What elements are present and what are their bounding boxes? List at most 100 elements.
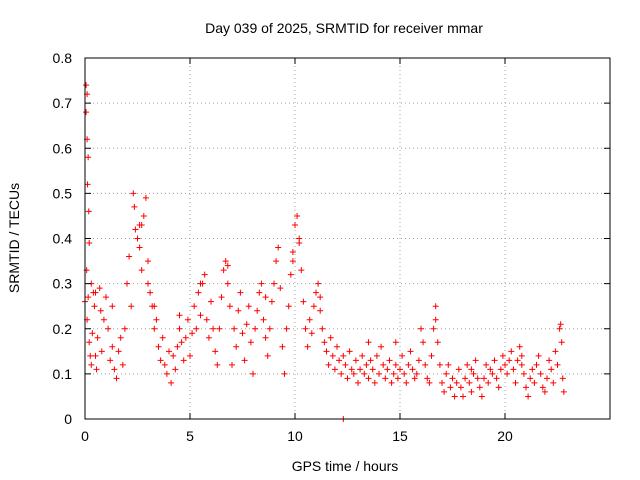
data-point bbox=[268, 298, 275, 305]
data-point bbox=[556, 325, 563, 332]
data-point bbox=[298, 267, 305, 274]
data-point bbox=[151, 303, 158, 310]
data-point bbox=[254, 307, 261, 314]
data-point bbox=[205, 334, 212, 341]
data-point bbox=[535, 352, 542, 359]
data-point bbox=[145, 280, 151, 287]
data-point bbox=[504, 370, 511, 377]
data-point bbox=[174, 343, 181, 350]
data-point bbox=[279, 343, 286, 350]
data-point bbox=[195, 289, 202, 296]
data-point bbox=[334, 343, 340, 350]
data-point bbox=[176, 312, 183, 319]
data-point bbox=[91, 303, 98, 310]
data-point bbox=[264, 352, 271, 359]
data-point bbox=[520, 370, 527, 377]
data-point bbox=[252, 325, 259, 332]
y-tick-label: 0.2 bbox=[53, 321, 73, 337]
data-point bbox=[172, 366, 179, 373]
data-point bbox=[449, 375, 456, 382]
data-point bbox=[468, 388, 475, 395]
data-point bbox=[491, 357, 498, 364]
data-point bbox=[405, 361, 412, 368]
data-point bbox=[233, 343, 240, 350]
data-point bbox=[258, 280, 265, 287]
data-point bbox=[283, 325, 290, 332]
y-axis-label: SRMTID / TECUs bbox=[6, 183, 22, 293]
data-point bbox=[489, 370, 496, 377]
data-point bbox=[464, 361, 471, 368]
data-point bbox=[559, 375, 566, 382]
data-point bbox=[105, 325, 112, 332]
data-point bbox=[552, 348, 559, 355]
data-point bbox=[468, 366, 475, 373]
data-point bbox=[176, 325, 183, 332]
data-point bbox=[115, 348, 122, 355]
data-point bbox=[411, 375, 418, 382]
data-point bbox=[453, 379, 460, 386]
data-point bbox=[161, 361, 168, 368]
data-point bbox=[426, 379, 433, 386]
data-point bbox=[100, 316, 107, 323]
data-point bbox=[304, 343, 311, 350]
data-point bbox=[315, 280, 322, 287]
data-point bbox=[539, 384, 546, 391]
data-point bbox=[92, 289, 99, 296]
data-point bbox=[502, 361, 508, 368]
data-point bbox=[363, 361, 370, 368]
data-point bbox=[281, 370, 288, 377]
data-point bbox=[457, 384, 464, 391]
data-point bbox=[86, 240, 93, 247]
data-point bbox=[344, 375, 351, 382]
data-points bbox=[82, 82, 567, 422]
data-point bbox=[187, 352, 193, 359]
data-point bbox=[96, 285, 103, 292]
x-tick-label: 5 bbox=[186, 428, 194, 444]
data-point bbox=[292, 221, 298, 228]
data-point bbox=[128, 303, 135, 310]
data-point bbox=[208, 298, 214, 305]
data-point bbox=[130, 190, 137, 197]
data-point bbox=[98, 348, 105, 355]
data-point bbox=[277, 285, 284, 292]
data-point bbox=[340, 352, 347, 359]
data-point bbox=[560, 388, 567, 395]
data-point bbox=[386, 357, 393, 364]
data-point bbox=[109, 303, 116, 310]
data-point bbox=[462, 375, 469, 382]
data-point bbox=[168, 379, 175, 386]
data-point bbox=[189, 330, 196, 337]
data-point bbox=[321, 339, 328, 346]
data-point bbox=[245, 303, 252, 310]
data-point bbox=[371, 379, 378, 386]
data-point bbox=[455, 366, 462, 373]
data-point bbox=[325, 361, 332, 368]
data-point bbox=[346, 348, 353, 355]
data-point bbox=[212, 348, 219, 355]
data-point bbox=[271, 280, 277, 287]
y-tick-label: 0.8 bbox=[53, 50, 73, 66]
data-point bbox=[210, 325, 217, 332]
data-point bbox=[365, 339, 372, 346]
data-point bbox=[229, 361, 235, 368]
data-point bbox=[476, 384, 483, 391]
data-point bbox=[262, 294, 269, 301]
chart-title: Day 039 of 2025, SRMTID for receiver mma… bbox=[205, 20, 483, 36]
data-point bbox=[224, 280, 231, 287]
data-point bbox=[256, 289, 263, 296]
data-point bbox=[153, 316, 160, 323]
data-point bbox=[472, 357, 479, 364]
data-point bbox=[241, 357, 248, 364]
data-point bbox=[131, 203, 138, 210]
data-point bbox=[300, 298, 307, 305]
data-point bbox=[474, 375, 481, 382]
data-point bbox=[397, 366, 403, 373]
data-point bbox=[527, 375, 534, 382]
data-point bbox=[237, 289, 244, 296]
data-point bbox=[557, 321, 564, 328]
data-point bbox=[266, 325, 273, 332]
data-point bbox=[319, 325, 326, 332]
data-point bbox=[558, 339, 565, 346]
y-tick-label: 0 bbox=[64, 411, 72, 427]
data-point bbox=[327, 334, 334, 341]
